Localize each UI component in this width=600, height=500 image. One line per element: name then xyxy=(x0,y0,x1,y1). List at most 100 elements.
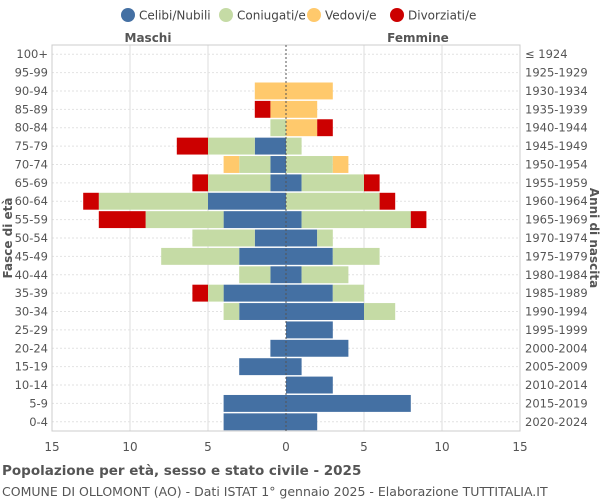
birth-year-label: 1935-1939 xyxy=(525,102,588,116)
bar-male-celibi-nubili xyxy=(270,174,286,192)
bar-male-coniugati-e xyxy=(239,156,271,173)
birth-year-label: 1985-1989 xyxy=(525,286,588,300)
age-label: 30-34 xyxy=(15,305,48,319)
bar-male-coniugati-e xyxy=(223,303,240,320)
birth-year-label: 1925-1929 xyxy=(525,66,588,80)
birth-year-label: 2010-2014 xyxy=(525,378,588,392)
birth-year-label: 1965-1969 xyxy=(525,213,588,227)
bar-male-vedovi-e xyxy=(270,100,286,118)
age-label: 95-99 xyxy=(15,66,48,80)
bar-female-vedovi-e xyxy=(286,119,318,137)
age-label: 55-59 xyxy=(15,213,48,227)
bar-male-celibi-nubili xyxy=(270,339,286,357)
bar-female-coniugati-e xyxy=(317,229,333,247)
bar-female-coniugati-e xyxy=(332,284,364,302)
birth-year-label: 1930-1934 xyxy=(525,84,588,98)
birth-year-label: 1940-1944 xyxy=(525,121,588,135)
age-label: 60-64 xyxy=(15,194,48,208)
bar-female-divorziati-e xyxy=(410,211,427,229)
chart-subtitle: COMUNE DI OLLOMONT (AO) - Dati ISTAT 1° … xyxy=(2,484,548,499)
bar-male-coniugati-e xyxy=(208,137,255,155)
age-label: 25-29 xyxy=(15,323,48,337)
bar-female-celibi-nubili xyxy=(286,358,302,376)
bar-male-coniugati-e xyxy=(145,211,224,229)
chart-title: Popolazione per età, sesso e stato civil… xyxy=(2,463,362,479)
bar-female-vedovi-e xyxy=(286,100,318,118)
birth-year-label: 1945-1949 xyxy=(525,139,588,153)
age-label: 80-84 xyxy=(15,121,48,135)
bar-female-celibi-nubili xyxy=(286,174,302,192)
bar-male-celibi-nubili xyxy=(223,284,286,302)
age-label: 15-19 xyxy=(15,360,48,374)
bar-male-celibi-nubili xyxy=(254,229,286,247)
legend-marker xyxy=(121,8,135,22)
x-tick-label: 0 xyxy=(282,440,290,454)
x-tick-label: 5 xyxy=(360,440,368,454)
y-axis-title-right: Anni di nascita xyxy=(587,188,600,288)
bar-female-coniugati-e xyxy=(301,266,349,284)
x-tick-label: 10 xyxy=(434,440,449,454)
bar-female-coniugati-e xyxy=(332,247,380,265)
age-label: 5-9 xyxy=(29,396,48,410)
bar-male-divorziati-e xyxy=(192,174,208,192)
bar-female-coniugati-e xyxy=(286,156,333,173)
birth-year-label: 1960-1964 xyxy=(525,194,588,208)
bar-female-coniugati-e xyxy=(301,174,364,192)
birth-year-label: 1990-1994 xyxy=(525,305,588,319)
bar-male-coniugati-e xyxy=(239,266,271,284)
bar-female-celibi-nubili xyxy=(286,394,411,412)
y-axis-title-left: Fasce di età xyxy=(1,197,15,278)
bar-male-celibi-nubili xyxy=(223,413,286,431)
bar-female-celibi-nubili xyxy=(286,266,302,284)
bar-male-celibi-nubili xyxy=(223,211,286,229)
legend-label: Vedovi/e xyxy=(325,9,376,23)
age-label: 90-94 xyxy=(15,84,48,98)
bar-female-celibi-nubili xyxy=(286,339,349,357)
bar-male-divorziati-e xyxy=(98,211,146,229)
bar-female-coniugati-e xyxy=(286,192,380,210)
males-group-label: Maschi xyxy=(125,31,172,45)
bar-male-coniugati-e xyxy=(208,284,224,302)
age-label: 65-69 xyxy=(15,176,48,190)
age-label: 70-74 xyxy=(15,157,48,171)
age-label: 10-14 xyxy=(15,378,48,392)
bar-female-celibi-nubili xyxy=(286,413,318,431)
bar-male-coniugati-e xyxy=(192,229,255,247)
age-label: 75-79 xyxy=(15,139,48,153)
bar-female-celibi-nubili xyxy=(286,247,333,265)
bar-male-coniugati-e xyxy=(208,174,271,192)
bar-male-divorziati-e xyxy=(83,192,99,210)
age-label: 50-54 xyxy=(15,231,48,245)
bar-female-coniugati-e xyxy=(364,303,396,320)
birth-year-label: 2005-2009 xyxy=(525,360,588,374)
birth-year-label: 2020-2024 xyxy=(525,415,588,429)
birth-year-label: 1955-1959 xyxy=(525,176,588,190)
bar-female-coniugati-e xyxy=(301,211,411,229)
bar-male-divorziati-e xyxy=(192,284,208,302)
bar-male-coniugati-e xyxy=(270,119,286,137)
birth-year-label: 2000-2004 xyxy=(525,341,588,355)
bar-male-celibi-nubili xyxy=(270,266,286,284)
bar-male-celibi-nubili xyxy=(254,137,286,155)
bar-female-divorziati-e xyxy=(364,174,380,192)
bar-female-celibi-nubili xyxy=(286,303,364,320)
bar-female-celibi-nubili xyxy=(286,229,318,247)
bar-male-celibi-nubili xyxy=(223,394,286,412)
bar-male-celibi-nubili xyxy=(239,303,286,320)
bar-male-divorziati-e xyxy=(176,137,208,155)
bar-female-coniugati-e xyxy=(286,137,302,155)
age-label: 0-4 xyxy=(29,415,48,429)
age-label: 100+ xyxy=(16,47,48,61)
bar-female-celibi-nubili xyxy=(286,321,333,339)
birth-year-label: 1970-1974 xyxy=(525,231,588,245)
bar-male-celibi-nubili xyxy=(239,247,286,265)
bar-female-celibi-nubili xyxy=(286,284,333,302)
age-label: 40-44 xyxy=(15,268,48,282)
bar-male-vedovi-e xyxy=(254,82,286,100)
bar-male-coniugati-e xyxy=(161,247,240,265)
birth-year-label: 1975-1979 xyxy=(525,249,588,263)
age-label: 35-39 xyxy=(15,286,48,300)
birth-year-label: ≤ 1924 xyxy=(525,47,568,61)
birth-year-label: 1995-1999 xyxy=(525,323,588,337)
birth-year-label: 2015-2019 xyxy=(525,396,588,410)
